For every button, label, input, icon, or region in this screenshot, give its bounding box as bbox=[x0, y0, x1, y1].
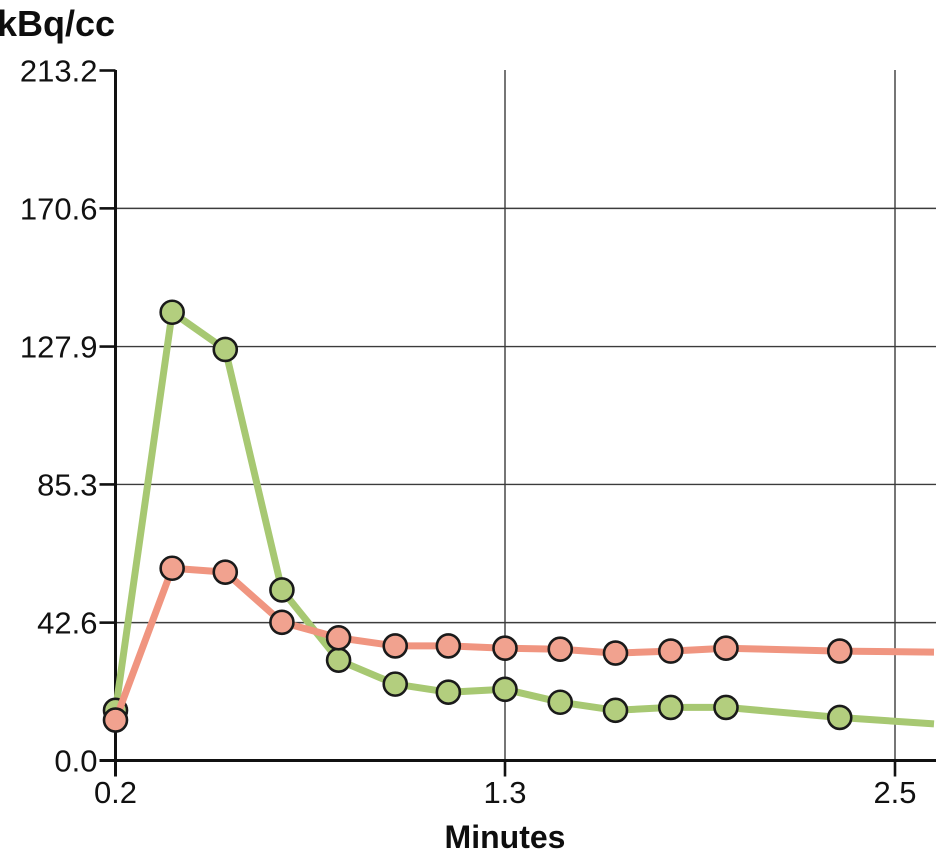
data-point-marker-salmon-series bbox=[382, 633, 409, 659]
data-point-marker-salmon-series bbox=[492, 635, 518, 661]
data-point-marker-salmon-series bbox=[435, 633, 462, 659]
y-tick-label: 0.0 bbox=[54, 744, 97, 779]
data-point-marker-green-series bbox=[212, 336, 239, 363]
data-point-marker-green-series bbox=[325, 647, 352, 673]
x-tick-label: 0.2 bbox=[94, 775, 137, 810]
data-point-marker-green-series bbox=[602, 697, 629, 724]
data-point-marker-salmon-series bbox=[602, 640, 629, 666]
x-tick-label: 1.3 bbox=[483, 775, 526, 810]
data-point-marker-salmon-series bbox=[713, 635, 739, 661]
x-tick-label: 2.5 bbox=[873, 775, 916, 810]
data-point-marker-salmon-series bbox=[159, 555, 185, 582]
data-point-marker-green-series bbox=[826, 704, 853, 731]
y-tick-label: 127.9 bbox=[20, 330, 98, 365]
data-point-marker-green-series bbox=[492, 676, 518, 703]
data-point-marker-salmon-series bbox=[325, 625, 352, 651]
y-tick-label: 42.6 bbox=[37, 606, 97, 641]
x-axis-title: Minutes bbox=[444, 819, 566, 855]
data-point-marker-salmon-series bbox=[102, 707, 129, 733]
series-line-green-series bbox=[112, 308, 935, 728]
y-tick-label: 170.6 bbox=[20, 191, 98, 226]
data-point-marker-salmon-series bbox=[547, 636, 574, 662]
y-tick-label: 213.2 bbox=[20, 54, 98, 89]
y-tick-label: 85.3 bbox=[37, 467, 97, 502]
data-point-marker-green-series bbox=[657, 694, 684, 721]
data-point-marker-green-series bbox=[547, 689, 574, 716]
data-point-marker-salmon-series bbox=[657, 638, 684, 664]
data-point-marker-green-series bbox=[713, 694, 739, 721]
data-point-marker-green-series bbox=[382, 671, 409, 697]
data-point-marker-salmon-series bbox=[269, 609, 295, 636]
data-point-marker-salmon-series bbox=[212, 559, 239, 585]
data-point-marker-green-series bbox=[269, 577, 295, 603]
data-point-marker-green-series bbox=[435, 679, 462, 706]
y-axis-unit-label: kBq/cc bbox=[0, 3, 116, 44]
data-point-marker-green-series bbox=[159, 299, 185, 326]
data-point-marker-salmon-series bbox=[826, 638, 853, 664]
